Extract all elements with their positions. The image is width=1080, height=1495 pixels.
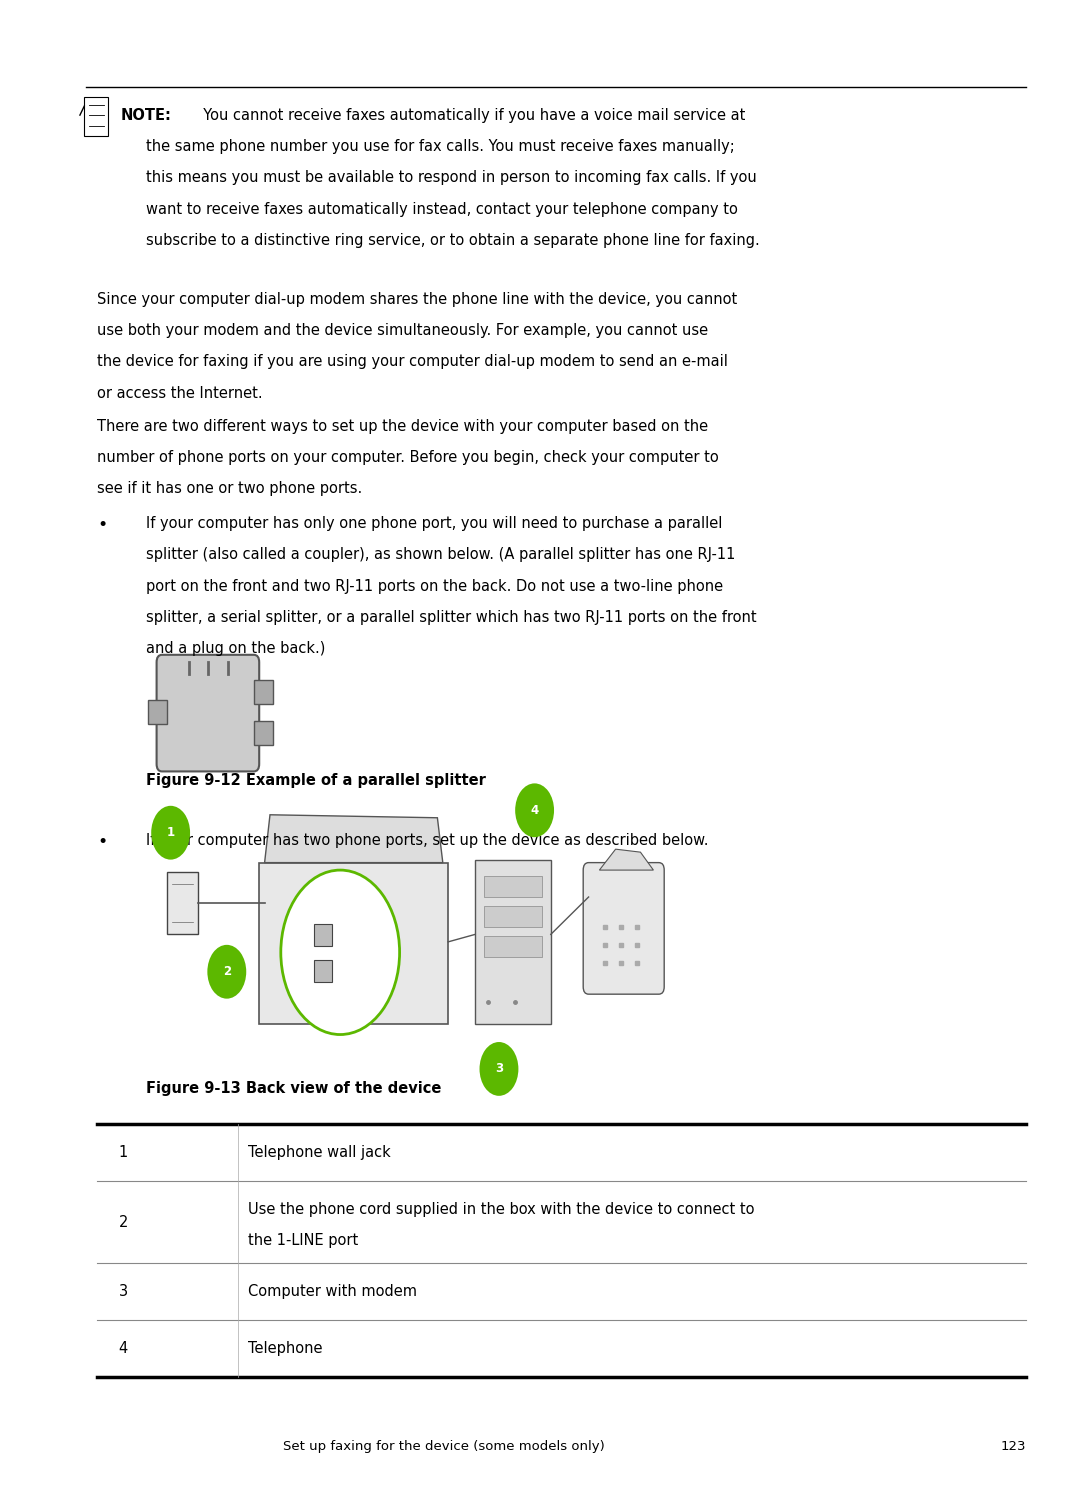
Text: splitter, a serial splitter, or a parallel splitter which has two RJ-11 ports on: splitter, a serial splitter, or a parall… [146, 610, 756, 625]
FancyBboxPatch shape [484, 906, 542, 927]
Text: Figure 9-13 Back view of the device: Figure 9-13 Back view of the device [146, 1081, 441, 1096]
Text: 1: 1 [119, 1145, 129, 1160]
Text: see if it has one or two phone ports.: see if it has one or two phone ports. [97, 481, 363, 496]
FancyBboxPatch shape [475, 860, 551, 1024]
Text: Telephone: Telephone [248, 1341, 323, 1356]
Text: 123: 123 [1000, 1440, 1026, 1453]
Text: port on the front and two RJ-11 ports on the back. Do not use a two-line phone: port on the front and two RJ-11 ports on… [146, 579, 723, 594]
Text: If your computer has two phone ports, set up the device as described below.: If your computer has two phone ports, se… [146, 833, 708, 848]
Polygon shape [599, 849, 653, 870]
Text: 2: 2 [222, 966, 231, 978]
Circle shape [281, 870, 400, 1035]
Text: NOTE:: NOTE: [121, 108, 172, 123]
Text: 1: 1 [166, 827, 175, 839]
FancyBboxPatch shape [84, 97, 108, 136]
Text: Figure 9-12 Example of a parallel splitter: Figure 9-12 Example of a parallel splitt… [146, 773, 486, 788]
Text: use both your modem and the device simultaneously. For example, you cannot use: use both your modem and the device simul… [97, 323, 708, 338]
Polygon shape [265, 815, 443, 863]
Text: the 1-LINE port: the 1-LINE port [248, 1233, 359, 1248]
Circle shape [515, 783, 554, 837]
Text: •: • [97, 833, 107, 851]
Text: •: • [97, 516, 107, 534]
Text: the same phone number you use for fax calls. You must receive faxes manually;: the same phone number you use for fax ca… [146, 139, 734, 154]
FancyBboxPatch shape [484, 936, 542, 957]
Text: Telephone wall jack: Telephone wall jack [248, 1145, 391, 1160]
Text: 4: 4 [119, 1341, 129, 1356]
Text: 2-EXT: 2-EXT [333, 963, 357, 972]
Text: the device for faxing if you are using your computer dial-up modem to send an e-: the device for faxing if you are using y… [97, 354, 728, 369]
Text: and a plug on the back.): and a plug on the back.) [146, 641, 325, 656]
Text: If your computer has only one phone port, you will need to purchase a parallel: If your computer has only one phone port… [146, 516, 723, 531]
Text: Set up faxing for the device (some models only): Set up faxing for the device (some model… [283, 1440, 605, 1453]
FancyBboxPatch shape [254, 721, 273, 745]
FancyBboxPatch shape [148, 700, 167, 724]
Text: 3: 3 [495, 1063, 503, 1075]
Text: 3: 3 [119, 1284, 127, 1299]
Text: Since your computer dial-up modem shares the phone line with the device, you can: Since your computer dial-up modem shares… [97, 292, 738, 306]
FancyBboxPatch shape [167, 872, 198, 934]
Circle shape [151, 806, 190, 860]
Polygon shape [300, 912, 315, 1009]
FancyBboxPatch shape [484, 876, 542, 897]
Text: this means you must be available to respond in person to incoming fax calls. If : this means you must be available to resp… [146, 170, 757, 185]
Text: subscribe to a distinctive ring service, or to obtain a separate phone line for : subscribe to a distinctive ring service,… [146, 233, 759, 248]
Circle shape [207, 945, 246, 999]
Text: want to receive faxes automatically instead, contact your telephone company to: want to receive faxes automatically inst… [146, 202, 738, 217]
Text: You cannot receive faxes automatically if you have a voice mail service at: You cannot receive faxes automatically i… [194, 108, 746, 123]
Text: 4: 4 [530, 804, 539, 816]
FancyBboxPatch shape [583, 863, 664, 994]
FancyBboxPatch shape [314, 924, 332, 946]
Text: number of phone ports on your computer. Before you begin, check your computer to: number of phone ports on your computer. … [97, 450, 719, 465]
FancyBboxPatch shape [259, 863, 448, 1024]
Text: There are two different ways to set up the device with your computer based on th: There are two different ways to set up t… [97, 419, 708, 434]
FancyBboxPatch shape [314, 960, 332, 982]
Text: splitter (also called a coupler), as shown below. (A parallel splitter has one R: splitter (also called a coupler), as sho… [146, 547, 735, 562]
FancyBboxPatch shape [157, 655, 259, 771]
Text: 2: 2 [119, 1214, 129, 1230]
FancyBboxPatch shape [254, 680, 273, 704]
Text: Use the phone cord supplied in the box with the device to connect to: Use the phone cord supplied in the box w… [248, 1202, 755, 1217]
Text: or access the Internet.: or access the Internet. [97, 386, 262, 401]
Text: 1-LINE: 1-LINE [333, 927, 361, 936]
Circle shape [480, 1042, 518, 1096]
Text: Computer with modem: Computer with modem [248, 1284, 417, 1299]
